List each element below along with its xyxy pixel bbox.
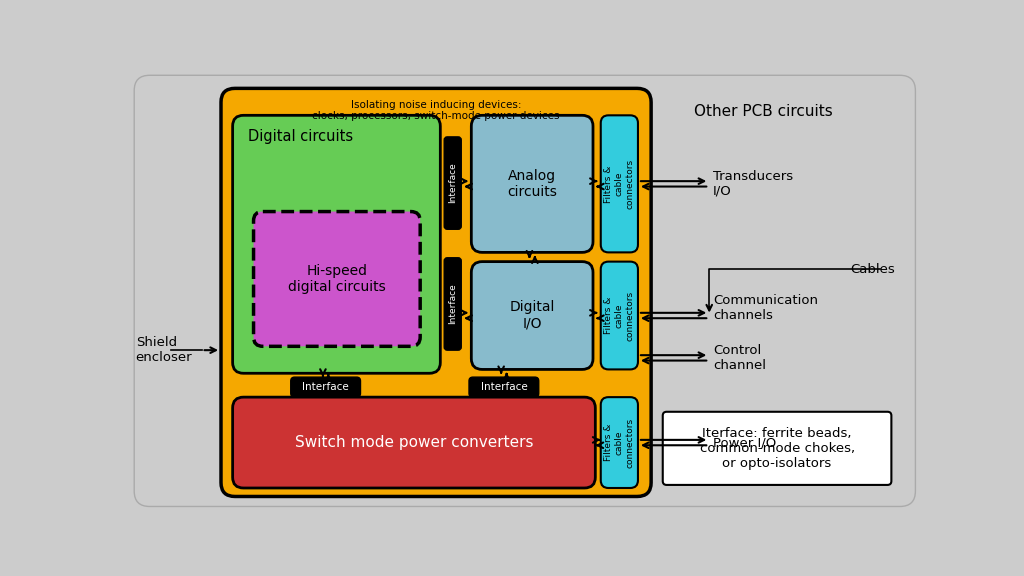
Text: Filters &
cable
connectors: Filters & cable connectors [604,290,634,340]
Text: Interface: Interface [480,382,527,392]
Text: Filters &
cable
connectors: Filters & cable connectors [604,418,634,468]
Text: Other PCB circuits: Other PCB circuits [694,104,833,119]
Text: clocks, processors, switch-mode power devices: clocks, processors, switch-mode power de… [312,111,560,121]
Text: Switch mode power converters: Switch mode power converters [295,435,534,450]
FancyBboxPatch shape [471,115,593,252]
FancyBboxPatch shape [444,258,461,350]
FancyBboxPatch shape [663,412,891,485]
Text: Filters &
cable
connectors: Filters & cable connectors [604,159,634,209]
FancyBboxPatch shape [232,115,440,373]
Text: Communication
channels: Communication channels [713,294,818,322]
Text: Isolating noise inducing devices:: Isolating noise inducing devices: [351,100,521,111]
FancyBboxPatch shape [601,115,638,252]
Text: Transducers
I/O: Transducers I/O [713,170,794,198]
FancyBboxPatch shape [444,137,461,229]
Text: Shield
encloser: Shield encloser [136,336,193,364]
FancyBboxPatch shape [134,75,915,506]
Text: Power I/O: Power I/O [713,436,776,449]
Text: Analog
circuits: Analog circuits [507,169,557,199]
FancyBboxPatch shape [469,377,539,397]
FancyBboxPatch shape [221,88,651,497]
Text: Control
channel: Control channel [713,344,766,372]
FancyBboxPatch shape [254,211,420,346]
FancyBboxPatch shape [471,262,593,369]
Text: Digital circuits: Digital circuits [248,130,353,145]
Text: Interface: Interface [302,382,349,392]
Text: Digital
I/O: Digital I/O [510,301,555,331]
FancyBboxPatch shape [601,262,638,369]
FancyBboxPatch shape [232,397,595,488]
Text: Iterface: ferrite beads,
common-mode chokes,
or opto-isolators: Iterface: ferrite beads, common-mode cho… [699,427,855,470]
Text: Interface: Interface [449,162,458,203]
Text: Hi-speed
digital circuits: Hi-speed digital circuits [288,264,386,294]
Text: Cables: Cables [851,263,895,276]
Text: Interface: Interface [449,283,458,324]
FancyBboxPatch shape [291,377,360,397]
FancyBboxPatch shape [601,397,638,488]
